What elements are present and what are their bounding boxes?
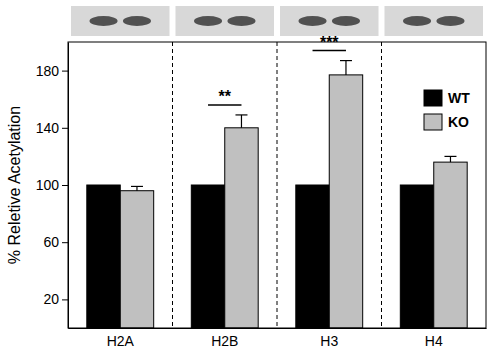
y-tick: 60 xyxy=(43,234,68,250)
x-tick: H3 xyxy=(320,328,338,349)
blot-background xyxy=(176,6,275,36)
x-tick-label: H3 xyxy=(320,333,338,349)
blot-band xyxy=(227,16,255,26)
blot-background xyxy=(280,6,379,36)
error-bar xyxy=(444,156,456,162)
bar xyxy=(400,185,433,328)
bar xyxy=(191,185,224,328)
group-separator xyxy=(172,42,173,328)
y-tick: 180 xyxy=(36,63,68,79)
blot-band xyxy=(436,16,464,26)
blot-band xyxy=(123,16,151,26)
y-tick-mark xyxy=(62,71,68,72)
error-bar-stem xyxy=(136,186,137,190)
group-separator xyxy=(277,42,278,328)
chart: 2060100140180H2AH2BH3H4*****WTKO% Releti… xyxy=(0,0,500,360)
y-tick-mark xyxy=(62,299,68,300)
bar xyxy=(120,191,153,328)
error-bar-cap xyxy=(444,156,456,157)
bar xyxy=(296,185,329,328)
error-bar-cap xyxy=(131,186,143,187)
x-axis-line xyxy=(69,328,487,329)
blot-band xyxy=(89,16,117,26)
bar xyxy=(434,162,467,328)
x-tick: H2B xyxy=(211,328,238,349)
y-tick-mark xyxy=(62,185,68,186)
error-bar-stem xyxy=(241,115,242,128)
y-tick: 140 xyxy=(36,120,68,136)
x-tick-label: H4 xyxy=(425,333,443,349)
error-bar-cap xyxy=(235,114,247,115)
x-axis: H2A H2B H3 H4 xyxy=(69,328,487,349)
y-tick-label: 20 xyxy=(43,291,59,307)
error-bar-stem xyxy=(345,61,346,75)
error-bar-stem xyxy=(450,156,451,162)
significance-label: *** xyxy=(320,34,339,51)
error-bar xyxy=(340,61,352,75)
blot-background xyxy=(71,6,170,36)
significance-label: ** xyxy=(219,88,232,105)
legend-label: WT xyxy=(448,90,470,106)
plot-frame xyxy=(68,42,486,328)
blot-background xyxy=(385,6,484,36)
blot-band xyxy=(403,16,431,26)
y-axis-line xyxy=(68,43,69,329)
blot-band xyxy=(194,16,222,26)
x-tick: H4 xyxy=(425,328,443,349)
y-tick: 20 xyxy=(43,291,68,307)
y-tick-mark xyxy=(62,128,68,129)
bars xyxy=(87,61,467,328)
bar xyxy=(87,185,120,328)
y-axis: 20 60 100 140 180 xyxy=(36,43,69,329)
y-axis-title: % Reletive Acetylation xyxy=(6,106,23,264)
bar xyxy=(329,75,362,328)
blot-strip xyxy=(71,6,483,36)
blot-band xyxy=(332,16,360,26)
y-tick-label: 180 xyxy=(36,63,60,79)
bar xyxy=(225,128,258,328)
plot: 2060100140180H2AH2BH3H4*****WTKO xyxy=(36,34,487,350)
error-bar xyxy=(131,186,143,190)
legend-swatch xyxy=(424,114,442,130)
group-separator xyxy=(381,42,382,328)
error-bar xyxy=(235,115,247,128)
x-tick-label: H2B xyxy=(211,333,238,349)
x-tick-label: H2A xyxy=(107,333,135,349)
legend-label: KO xyxy=(448,114,469,130)
blot-band xyxy=(298,16,326,26)
y-tick-label: 140 xyxy=(36,120,60,136)
x-tick: H2A xyxy=(107,328,135,349)
legend: WT KO xyxy=(424,90,470,130)
y-tick-label: 100 xyxy=(36,177,60,193)
error-bar-cap xyxy=(340,60,352,61)
y-tick-mark xyxy=(62,242,68,243)
y-tick-label: 60 xyxy=(43,234,59,250)
legend-swatch xyxy=(424,90,442,106)
y-tick: 100 xyxy=(36,177,68,193)
